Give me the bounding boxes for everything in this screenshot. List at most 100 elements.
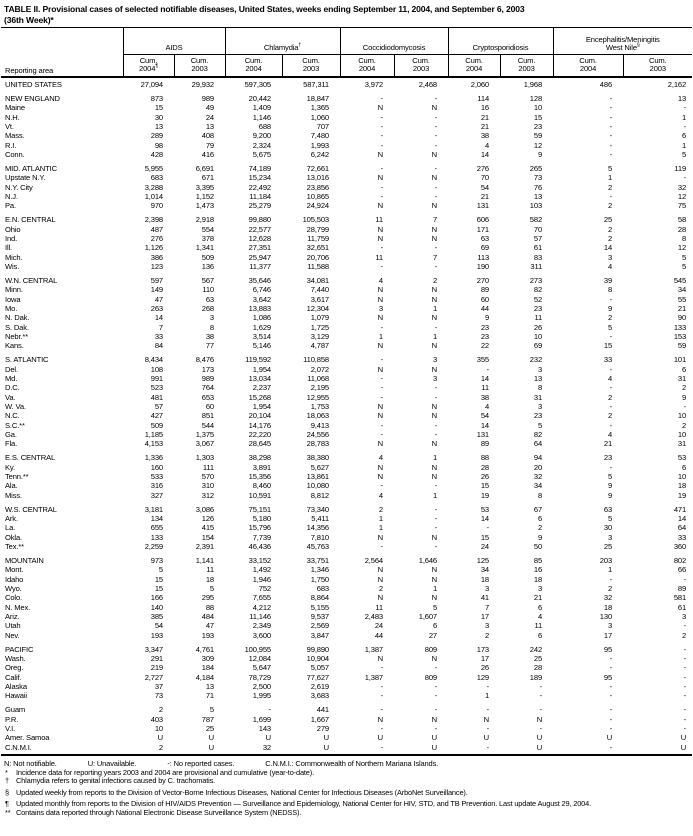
value-cell: - xyxy=(434,164,438,174)
value-cell: 95 xyxy=(603,672,613,682)
value-cell: 58 xyxy=(677,215,687,225)
value-cell: N xyxy=(377,439,383,449)
reporting-area-cell: Guam xyxy=(5,705,26,715)
table-row: MID. ATLANTIC 5,955 6,691 74,189 72,661 - - 276… xyxy=(1,159,692,173)
value-cell: N xyxy=(431,150,438,160)
value-cell: N xyxy=(431,714,438,724)
value-cell: 2 xyxy=(681,630,687,640)
value-cell: 13 xyxy=(533,374,543,384)
value-cell: 119,592 xyxy=(245,355,271,365)
value-cell: 2 xyxy=(607,584,613,594)
value-cell: 279 xyxy=(316,724,329,734)
reporting-area-cell: R.I. xyxy=(5,140,17,150)
value-cell: N xyxy=(377,234,383,244)
value-cell: - xyxy=(486,724,490,734)
value-cell: 28,799 xyxy=(306,224,329,234)
value-cell: 484 xyxy=(201,612,214,622)
value-cell: 12,628 xyxy=(248,234,271,244)
value-cell: 688 xyxy=(258,122,271,132)
value-cell: 14 xyxy=(480,514,490,524)
value-cell: 25 xyxy=(533,654,543,664)
reporting-area-cell: S. ATLANTIC xyxy=(5,355,49,365)
value-cell: 1,060 xyxy=(310,112,329,122)
value-cell: 1,995 xyxy=(252,691,271,701)
value-cell: 1 xyxy=(432,332,438,342)
value-cell: 1 xyxy=(484,691,490,701)
value-cell: 25,947 xyxy=(248,252,271,262)
value-cell: 312 xyxy=(201,490,214,500)
value-cell: 7,655 xyxy=(252,593,271,603)
value-cell: 219 xyxy=(150,663,163,673)
value-cell: 88 xyxy=(205,602,214,612)
value-cell: 15 xyxy=(533,112,543,122)
value-cell: 5,180 xyxy=(252,514,271,524)
value-cell: 3,288 xyxy=(144,182,163,192)
value-cell: N xyxy=(377,341,383,351)
value-cell: - xyxy=(380,374,384,384)
value-cell: - xyxy=(434,392,438,402)
value-cell: N xyxy=(377,173,383,183)
reporting-area-cell: Calif. xyxy=(5,672,22,682)
value-cell: U xyxy=(431,733,438,743)
table-row: Ariz. 385 484 11,146 9,537 2,483 1,607 17 4 130 3 xyxy=(1,612,692,621)
reporting-area-cell: Mo. xyxy=(5,304,18,314)
value-cell: 14 xyxy=(677,514,687,524)
value-cell: - xyxy=(609,294,613,304)
value-cell: 597,305 xyxy=(244,80,272,90)
value-cell: - xyxy=(380,322,384,332)
value-cell: 38 xyxy=(480,131,490,141)
value-cell: 1 xyxy=(432,453,438,463)
footnote-marker: ** xyxy=(5,808,11,818)
value-cell: 126 xyxy=(201,514,214,524)
value-cell: 1,365 xyxy=(310,103,329,113)
value-cell: - xyxy=(539,724,543,734)
value-cell: 37 xyxy=(154,682,163,692)
value-cell: 8,812 xyxy=(310,490,329,500)
table-row: N.H. 30 24 1,146 1,060 - - 21 15 - 1 xyxy=(1,113,692,122)
value-cell: 110,858 xyxy=(303,355,329,365)
value-cell: 193 xyxy=(150,630,163,640)
value-cell: 1,629 xyxy=(252,322,271,332)
value-cell: 1 xyxy=(607,565,613,575)
value-cell: - xyxy=(380,164,384,174)
value-cell: 17 xyxy=(603,630,613,640)
value-cell: 11,588 xyxy=(307,262,329,272)
table-row: Ill. 1,126 1,341 27,351 32,651 - - 69 61 14 12 xyxy=(1,243,692,252)
value-cell: 25,279 xyxy=(248,201,271,211)
value-cell: N xyxy=(377,294,383,304)
value-cell: U xyxy=(431,742,438,752)
value-cell: 11,146 xyxy=(249,612,271,622)
value-cell: 99,890 xyxy=(306,644,329,654)
table-row: E.N. CENTRAL 2,398 2,918 99,880 105,503 11 7 60… xyxy=(1,211,692,225)
value-cell: - xyxy=(380,243,384,253)
reporting-area-cell: N.H. xyxy=(5,112,20,122)
table-row: Conn. 428 416 5,675 6,242 N N 14 9 - 5 xyxy=(1,150,692,159)
reporting-area-cell: Ark. xyxy=(5,514,18,524)
value-cell: 53 xyxy=(480,504,490,514)
footnote-marker: † xyxy=(5,776,9,786)
value-cell: N xyxy=(377,462,383,472)
value-cell: 32,651 xyxy=(306,243,329,253)
value-cell: 3 xyxy=(607,252,613,262)
value-cell: 316 xyxy=(150,481,163,491)
value-cell: 2,398 xyxy=(144,215,163,225)
value-cell: 9 xyxy=(681,392,687,402)
value-cell: - xyxy=(609,383,613,393)
footnote-marker: * xyxy=(5,767,8,777)
value-cell: - xyxy=(434,682,438,692)
value-cell: U xyxy=(680,733,687,743)
value-cell: 60 xyxy=(480,294,490,304)
value-cell: 970 xyxy=(150,201,163,211)
value-cell: 6,746 xyxy=(252,285,271,295)
value-cell: 8 xyxy=(607,285,613,295)
value-cell: 428 xyxy=(150,150,163,160)
value-cell: 16 xyxy=(480,103,490,113)
value-cell: U xyxy=(606,733,613,743)
value-cell: 24 xyxy=(205,112,214,122)
value-cell: - xyxy=(609,131,613,141)
value-cell: N xyxy=(431,201,438,211)
value-cell: - xyxy=(609,663,613,673)
value-cell: 55 xyxy=(677,294,687,304)
value-cell: 7 xyxy=(484,602,490,612)
value-cell: - xyxy=(609,192,613,202)
